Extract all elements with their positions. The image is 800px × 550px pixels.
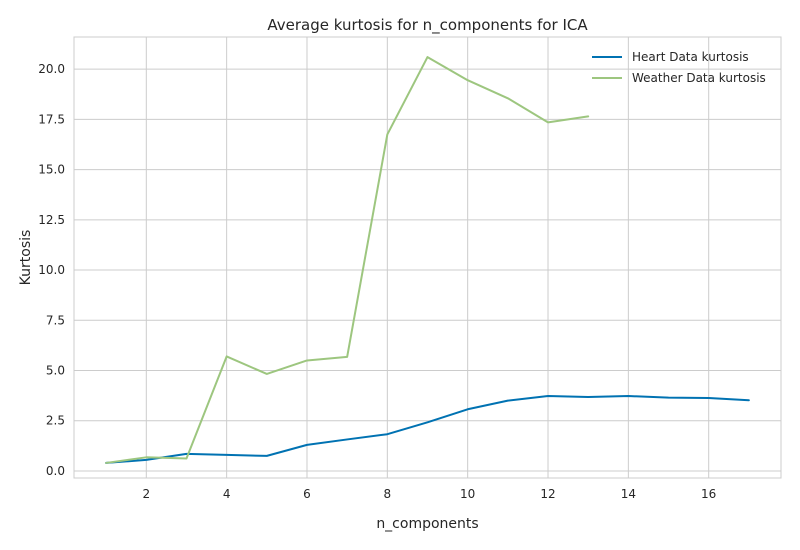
series-line-1 — [105, 56, 590, 464]
x-tick-label: 10 — [460, 487, 475, 501]
series-line-0 — [105, 395, 750, 464]
tick-labels: 2 4 6 8 10 12 14 16 0.0 2.5 5.0 7.5 10.0 12.5 15.0 17.5… — [38, 62, 716, 501]
grid-lines — [74, 37, 781, 478]
y-tick-label: 12.5 — [38, 213, 65, 227]
y-tick-label: 20.0 — [38, 62, 65, 76]
y-tick-label: 10.0 — [38, 263, 65, 277]
legend-label-1: Weather Data kurtosis — [632, 71, 766, 85]
x-tick-label: 12 — [540, 487, 555, 501]
x-tick-label: 2 — [142, 487, 150, 501]
x-tick-label: 8 — [384, 487, 392, 501]
plot-frame — [73, 36, 782, 479]
y-axis-label: Kurtosis — [18, 230, 34, 286]
x-axis-label: n_components — [376, 516, 478, 532]
legend-label-0: Heart Data kurtosis — [632, 50, 749, 64]
x-tick-label: 16 — [701, 487, 716, 501]
x-tick-label: 4 — [223, 487, 231, 501]
y-tick-label: 7.5 — [46, 313, 65, 327]
x-tick-label: 14 — [621, 487, 636, 501]
x-tick-label: 6 — [303, 487, 311, 501]
y-tick-label: 5.0 — [46, 364, 65, 378]
y-tick-label: 0.0 — [46, 464, 65, 478]
y-tick-label: 2.5 — [46, 414, 65, 428]
legend: Heart Data kurtosis Weather Data kurtosis — [592, 50, 766, 85]
series-lines — [105, 56, 750, 464]
y-tick-label: 17.5 — [38, 112, 65, 126]
chart-title: Average kurtosis for n_components for IC… — [267, 16, 588, 35]
y-tick-label: 15.0 — [38, 163, 65, 177]
